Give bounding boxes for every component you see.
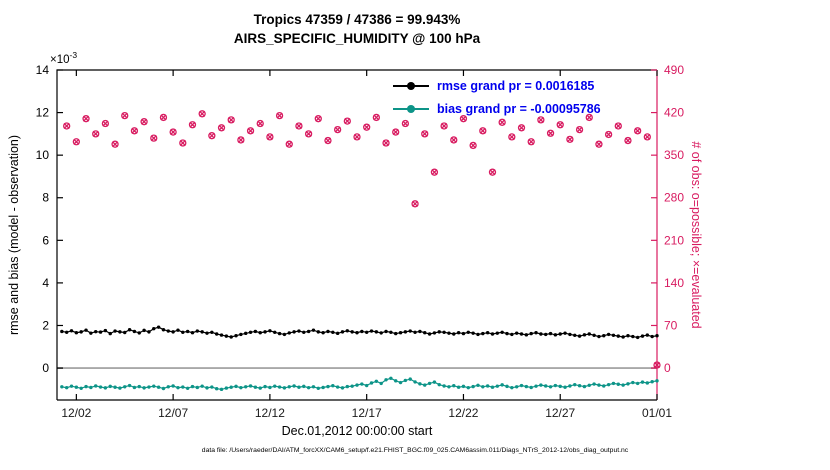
svg-text:01/01: 01/01 [642,406,672,420]
svg-text:# of obs: o=possible; ×=evalua: # of obs: o=possible; ×=evaluated [689,141,703,328]
svg-text:12/27: 12/27 [545,406,575,420]
multiplier-base: ×10 [50,53,70,66]
multiplier-exponent: -3 [69,50,78,60]
series-rmse [60,325,659,340]
svg-text:12/02: 12/02 [61,406,91,420]
svg-text:350: 350 [664,148,684,162]
svg-text:12/07: 12/07 [158,406,188,420]
svg-text:14: 14 [36,63,50,77]
svg-text:rmse and bias (model - observa: rmse and bias (model - observation) [7,135,21,335]
x-axis-label: Dec.01,2012 00:00:00 start [281,424,433,438]
svg-text:12/17: 12/17 [352,406,382,420]
chart-title-line1: Tropics 47359 / 47386 = 99.943% [253,12,461,27]
svg-text:280: 280 [664,191,684,205]
legend-label-bias: bias grand pr = -0.00095786 [437,102,601,116]
axis-multiplier: ×10-3 [50,50,77,66]
svg-text:0: 0 [42,361,49,375]
svg-text:4: 4 [42,276,49,290]
data-file-caption: data file: /Users/raeder/DAI/ATM_forcXX/… [201,447,629,454]
chart-title-line2: AIRS_SPECIFIC_HUMIDITY @ 100 hPa [233,31,481,46]
legend-row-bias: bias grand pr = -0.00095786 [393,99,601,119]
rmse-line-sample [393,79,429,93]
svg-text:70: 70 [664,318,678,332]
bias-sample-dot [407,105,415,113]
svg-text:12/12: 12/12 [255,406,285,420]
series-bias [60,376,659,392]
svg-text:8: 8 [42,191,49,205]
svg-text:420: 420 [664,106,684,120]
bias-line-sample [393,102,429,116]
series-obs_count [63,110,661,369]
axes: 12/02 12/07 12/12 12/17 12/22 12/27 01/01 0 2 4 6 8… [7,63,703,420]
legend-label-rmse: rmse grand pr = 0.0016185 [437,79,595,93]
svg-text:6: 6 [42,233,49,247]
svg-text:10: 10 [36,148,50,162]
svg-text:490: 490 [664,63,684,77]
svg-text:12/22: 12/22 [448,406,478,420]
rmse-sample-dot [407,82,415,90]
legend: rmse grand pr = 0.0016185 bias grand pr … [393,76,601,119]
svg-text:12: 12 [36,106,50,120]
svg-text:140: 140 [664,276,684,290]
legend-row-rmse: rmse grand pr = 0.0016185 [393,76,601,96]
svg-text:0: 0 [664,361,671,375]
chart-title: Tropics 47359 / 47386 = 99.943% AIRS_SPE… [57,10,657,48]
svg-text:210: 210 [664,233,684,247]
svg-text:2: 2 [42,318,49,332]
